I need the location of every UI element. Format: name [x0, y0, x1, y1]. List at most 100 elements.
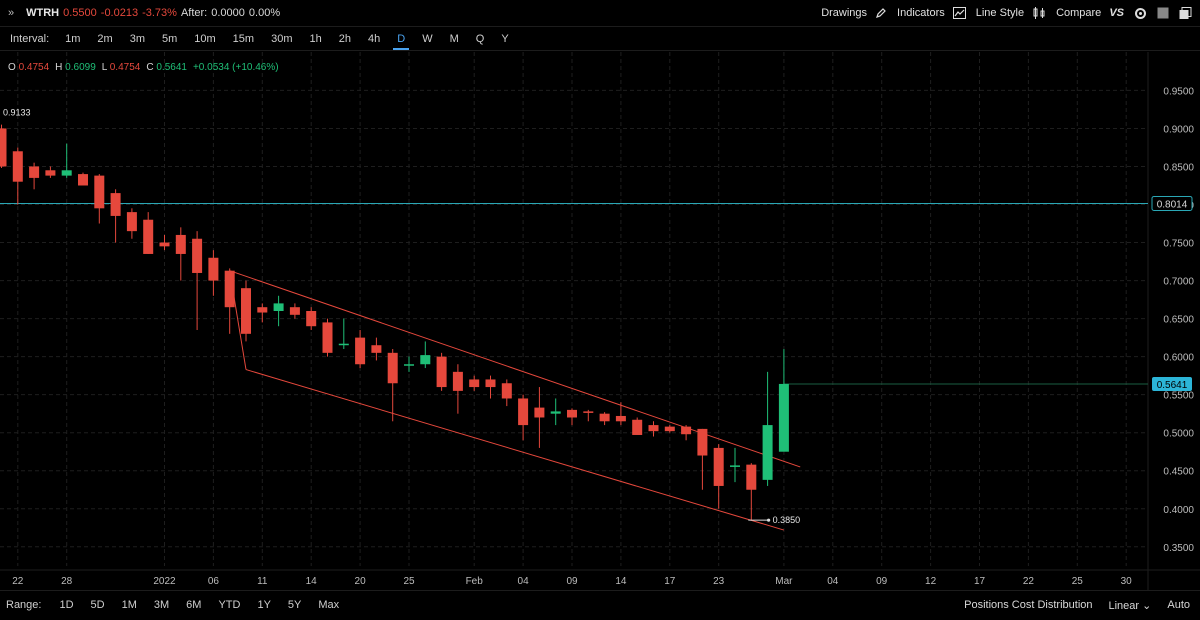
price-change-pct: -3.73% — [142, 7, 177, 19]
candle-body — [404, 364, 414, 366]
candle-body — [615, 415, 626, 422]
interval-3m[interactable]: 3m — [129, 33, 145, 45]
x-tick-label: 09 — [566, 576, 578, 587]
positions-cost-distribution-button[interactable]: Positions Cost Distribution — [964, 599, 1093, 611]
candle-body — [648, 425, 659, 432]
range-1d[interactable]: 1D — [59, 599, 74, 611]
y-tick-label: 0.4000 — [1163, 505, 1194, 516]
x-tick-label: 12 — [925, 576, 937, 587]
candle-body — [94, 175, 105, 209]
candle-body — [224, 270, 235, 308]
x-tick-label: Mar — [775, 576, 793, 587]
candle-body — [485, 379, 496, 388]
candle-body — [469, 379, 480, 388]
change-value: +0.0534 (+10.46%) — [192, 62, 279, 73]
ohlc-legend: O 0.4754 H 0.6099 L 0.4754 C 0.5641 +0.0… — [8, 62, 279, 73]
line-style-label: Line Style — [975, 7, 1025, 19]
y-tick-label: 0.5000 — [1163, 429, 1194, 440]
candle-body — [110, 193, 121, 216]
candle-body — [730, 465, 740, 467]
interval-5m[interactable]: 5m — [161, 33, 178, 45]
range-5d[interactable]: 5D — [90, 599, 105, 611]
x-tick-label: 22 — [1023, 576, 1035, 587]
interval-4h[interactable]: 4h — [367, 33, 381, 45]
auto-scale-button[interactable]: Auto — [1167, 599, 1190, 611]
candle-body — [208, 257, 219, 281]
candle-body — [175, 234, 186, 254]
candle-body — [241, 288, 251, 334]
candle-body — [632, 419, 643, 435]
symbol-label[interactable]: WTRH — [26, 7, 60, 19]
interval-y[interactable]: Y — [501, 33, 509, 45]
indicators-button[interactable]: Indicators — [897, 7, 966, 19]
candle-body — [762, 425, 773, 480]
candle-body — [713, 447, 724, 486]
y-tick-label: 0.4500 — [1163, 467, 1194, 478]
interval-10m[interactable]: 10m — [194, 33, 216, 45]
range-3m[interactable]: 3M — [153, 599, 170, 611]
interval-w[interactable]: W — [422, 33, 433, 45]
interval-30m[interactable]: 30m — [271, 33, 293, 45]
low-annotation-dot — [767, 518, 771, 522]
y-tick-label: 0.7500 — [1163, 239, 1194, 250]
interval-2h[interactable]: 2h — [338, 33, 351, 45]
range-1y[interactable]: 1Y — [257, 599, 271, 611]
candle-body — [387, 352, 398, 384]
range-1m[interactable]: 1M — [121, 599, 137, 611]
y-tick-label: 0.6000 — [1163, 353, 1194, 364]
candle-body — [12, 151, 23, 182]
interval-d[interactable]: D — [393, 33, 410, 50]
open-label: O — [8, 62, 16, 73]
chevron-down-icon: ⌄ — [1142, 599, 1152, 612]
interval-q[interactable]: Q — [475, 33, 485, 45]
candle-body — [501, 383, 512, 399]
compare-button[interactable]: Compare VS — [1056, 7, 1124, 19]
settings-icon[interactable] — [1134, 7, 1147, 20]
candlestick-icon — [1033, 7, 1045, 19]
expand-icon[interactable]: » — [8, 7, 15, 19]
candle-body — [371, 345, 382, 353]
current-price-label: 0.5641 — [1157, 380, 1188, 391]
x-tick-label: 11 — [257, 576, 268, 587]
chart-tools: Drawings Indicators Line Style Compare V… — [821, 0, 1192, 26]
indicators-label: Indicators — [897, 7, 945, 19]
y-tick-label: 0.7000 — [1163, 277, 1194, 288]
range-ytd[interactable]: YTD — [218, 599, 241, 611]
low-annotation: 0.3850 — [773, 515, 801, 525]
x-tick-label: 17 — [974, 576, 986, 587]
y-tick-label: 0.8500 — [1163, 162, 1194, 173]
after-hours-pct: 0.00% — [248, 7, 281, 19]
interval-m[interactable]: M — [449, 33, 459, 45]
low-label: L — [101, 62, 107, 73]
x-tick-label: 23 — [713, 576, 725, 587]
x-tick-label: 04 — [518, 576, 530, 587]
interval-label: Interval: — [10, 33, 50, 45]
range-max[interactable]: Max — [318, 599, 340, 611]
interval-15m[interactable]: 15m — [232, 33, 255, 45]
line-style-button[interactable]: Line Style — [976, 6, 1046, 20]
square-icon[interactable] — [1157, 7, 1169, 19]
scale-select[interactable]: Linear ⌄ — [1109, 599, 1152, 612]
interval-bar: Interval: 1m 2m 3m 5m 10m 15m 30m 1h 2h … — [0, 28, 1200, 51]
candle-body — [681, 426, 692, 435]
range-5y[interactable]: 5Y — [287, 599, 302, 611]
interval-1m[interactable]: 1m — [65, 33, 81, 45]
pencil-icon — [876, 8, 886, 18]
hline-badge — [1151, 195, 1193, 211]
candle-body — [306, 311, 317, 327]
drawings-button[interactable]: Drawings — [821, 7, 887, 19]
x-tick-label: 06 — [208, 576, 220, 587]
x-tick-label: 30 — [1121, 576, 1133, 587]
candle-body — [273, 303, 284, 311]
interval-1h[interactable]: 1h — [309, 33, 322, 45]
price-chart[interactable]: 0.95000.90000.85000.80000.75000.70000.65… — [0, 52, 1200, 590]
range-6m[interactable]: 6M — [186, 599, 202, 611]
candle-body — [518, 398, 529, 426]
price-change: -0.0213 — [100, 7, 139, 19]
candle-body — [420, 355, 431, 365]
drawings-label: Drawings — [821, 7, 868, 19]
x-tick-label: 14 — [306, 576, 318, 587]
copy-icon[interactable] — [1179, 6, 1192, 20]
y-tick-label: 0.6500 — [1163, 315, 1194, 326]
interval-2m[interactable]: 2m — [97, 33, 113, 45]
